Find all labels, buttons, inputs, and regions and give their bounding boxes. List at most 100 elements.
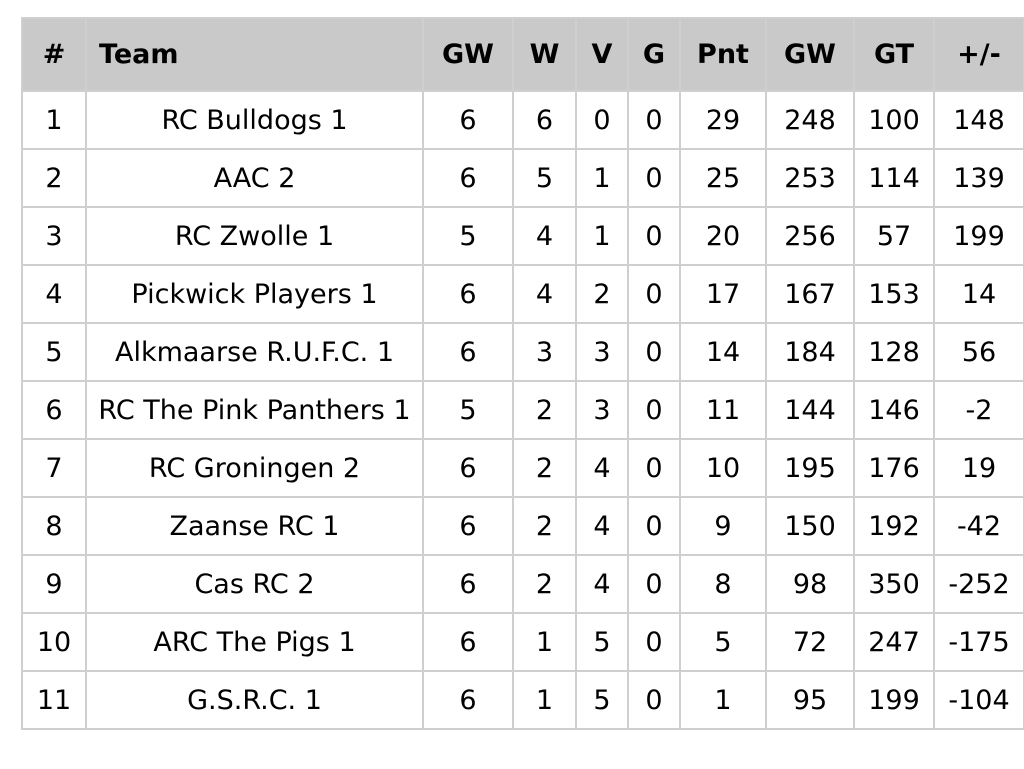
- cell-gw: 6: [424, 498, 512, 554]
- cell-diff: -104: [935, 672, 1023, 728]
- cell-gt: 199: [855, 672, 933, 728]
- table-row: 3 RC Zwolle 1 5 4 1 0 20 256 57 199: [23, 208, 1023, 264]
- cell-gt: 146: [855, 382, 933, 438]
- cell-pnt: 17: [681, 266, 765, 322]
- cell-rank: 2: [23, 150, 85, 206]
- column-header-gw: GW: [424, 19, 512, 90]
- cell-gw2: 256: [767, 208, 853, 264]
- cell-gw2: 248: [767, 92, 853, 148]
- cell-team: Zaanse RC 1: [87, 498, 422, 554]
- cell-w: 2: [514, 440, 575, 496]
- cell-pnt: 10: [681, 440, 765, 496]
- cell-gt: 128: [855, 324, 933, 380]
- cell-w: 2: [514, 556, 575, 612]
- cell-gw2: 253: [767, 150, 853, 206]
- table-row: 6 RC The Pink Panthers 1 5 2 3 0 11 144 146 -2: [23, 382, 1023, 438]
- column-header-diff: +/-: [935, 19, 1023, 90]
- cell-diff: 19: [935, 440, 1023, 496]
- cell-pnt: 8: [681, 556, 765, 612]
- cell-diff: -2: [935, 382, 1023, 438]
- cell-v: 4: [577, 556, 627, 612]
- cell-pnt: 20: [681, 208, 765, 264]
- column-header-gt: GT: [855, 19, 933, 90]
- cell-gw: 6: [424, 672, 512, 728]
- cell-g: 0: [629, 92, 679, 148]
- table-row: 4 Pickwick Players 1 6 4 2 0 17 167 153 14: [23, 266, 1023, 322]
- cell-w: 4: [514, 208, 575, 264]
- table-row: 1 RC Bulldogs 1 6 6 0 0 29 248 100 148: [23, 92, 1023, 148]
- cell-gt: 247: [855, 614, 933, 670]
- cell-v: 5: [577, 614, 627, 670]
- cell-w: 2: [514, 382, 575, 438]
- cell-g: 0: [629, 440, 679, 496]
- cell-g: 0: [629, 266, 679, 322]
- cell-v: 4: [577, 440, 627, 496]
- cell-g: 0: [629, 208, 679, 264]
- cell-gt: 192: [855, 498, 933, 554]
- cell-gw2: 184: [767, 324, 853, 380]
- cell-gw: 6: [424, 440, 512, 496]
- cell-gw: 6: [424, 266, 512, 322]
- cell-rank: 1: [23, 92, 85, 148]
- cell-team: Pickwick Players 1: [87, 266, 422, 322]
- cell-w: 5: [514, 150, 575, 206]
- cell-pnt: 29: [681, 92, 765, 148]
- column-header-team: Team: [87, 19, 422, 90]
- cell-gw2: 144: [767, 382, 853, 438]
- cell-pnt: 25: [681, 150, 765, 206]
- cell-g: 0: [629, 614, 679, 670]
- column-header-g: G: [629, 19, 679, 90]
- column-header-rank: #: [23, 19, 85, 90]
- table-row: 11 G.S.R.C. 1 6 1 5 0 1 95 199 -104: [23, 672, 1023, 728]
- cell-v: 0: [577, 92, 627, 148]
- cell-gw: 5: [424, 382, 512, 438]
- column-header-pnt: Pnt: [681, 19, 765, 90]
- cell-v: 3: [577, 382, 627, 438]
- cell-rank: 3: [23, 208, 85, 264]
- cell-g: 0: [629, 498, 679, 554]
- table-row: 2 AAC 2 6 5 1 0 25 253 114 139: [23, 150, 1023, 206]
- column-header-v: V: [577, 19, 627, 90]
- cell-diff: 148: [935, 92, 1023, 148]
- cell-team: AAC 2: [87, 150, 422, 206]
- column-header-w: W: [514, 19, 575, 90]
- cell-v: 2: [577, 266, 627, 322]
- cell-rank: 7: [23, 440, 85, 496]
- cell-gw2: 167: [767, 266, 853, 322]
- cell-w: 4: [514, 266, 575, 322]
- cell-pnt: 1: [681, 672, 765, 728]
- cell-gw: 6: [424, 556, 512, 612]
- cell-team: RC Bulldogs 1: [87, 92, 422, 148]
- cell-rank: 5: [23, 324, 85, 380]
- cell-diff: 14: [935, 266, 1023, 322]
- cell-w: 6: [514, 92, 575, 148]
- cell-w: 1: [514, 614, 575, 670]
- cell-v: 3: [577, 324, 627, 380]
- cell-team: ARC The Pigs 1: [87, 614, 422, 670]
- cell-diff: -175: [935, 614, 1023, 670]
- cell-pnt: 9: [681, 498, 765, 554]
- cell-pnt: 5: [681, 614, 765, 670]
- cell-diff: -252: [935, 556, 1023, 612]
- cell-rank: 6: [23, 382, 85, 438]
- cell-pnt: 14: [681, 324, 765, 380]
- cell-gw2: 72: [767, 614, 853, 670]
- table-row: 9 Cas RC 2 6 2 4 0 8 98 350 -252: [23, 556, 1023, 612]
- cell-gw: 6: [424, 614, 512, 670]
- cell-gt: 57: [855, 208, 933, 264]
- cell-v: 1: [577, 150, 627, 206]
- cell-w: 3: [514, 324, 575, 380]
- cell-rank: 4: [23, 266, 85, 322]
- header-row: # Team GW W V G Pnt GW GT +/-: [23, 19, 1023, 90]
- cell-gw: 5: [424, 208, 512, 264]
- cell-team: RC The Pink Panthers 1: [87, 382, 422, 438]
- cell-diff: 199: [935, 208, 1023, 264]
- cell-diff: -42: [935, 498, 1023, 554]
- cell-g: 0: [629, 150, 679, 206]
- cell-v: 5: [577, 672, 627, 728]
- cell-gw2: 98: [767, 556, 853, 612]
- cell-g: 0: [629, 382, 679, 438]
- cell-v: 1: [577, 208, 627, 264]
